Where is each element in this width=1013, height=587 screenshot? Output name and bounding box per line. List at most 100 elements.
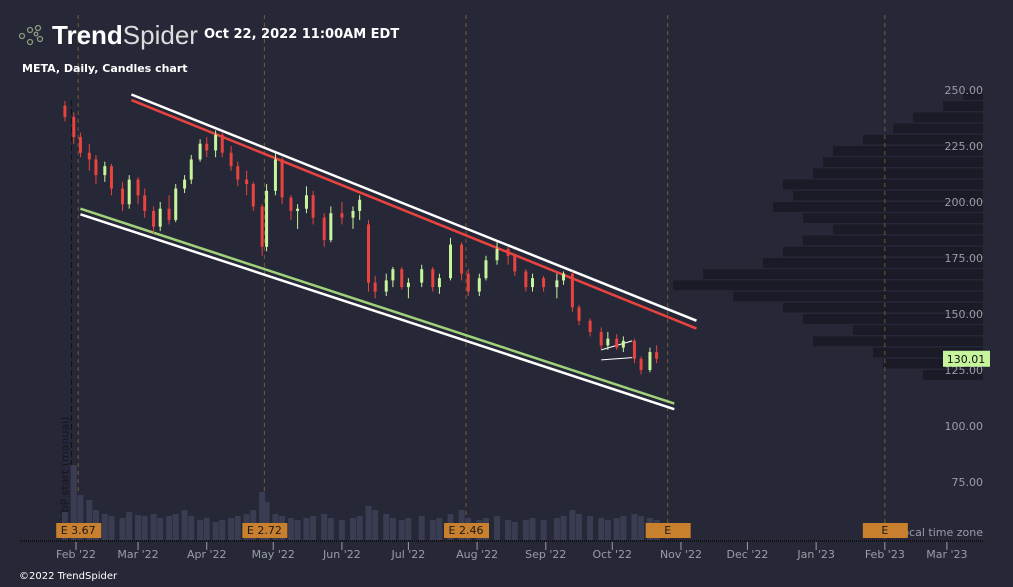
- volume-profile-bar: [783, 179, 983, 190]
- volume-profile-bar: [783, 302, 983, 313]
- volume-bar: [365, 506, 372, 540]
- volume-bar: [418, 516, 425, 540]
- candle-body: [251, 184, 255, 207]
- y-tick-label: 175.00: [945, 252, 984, 265]
- candle-body: [340, 213, 344, 218]
- y-tick-label: 200.00: [945, 196, 984, 209]
- volume-bar: [203, 518, 210, 540]
- candle-body: [542, 278, 546, 288]
- volume-bar: [587, 516, 594, 540]
- candle-body: [406, 282, 410, 288]
- candle-body: [136, 179, 140, 196]
- volume-bar: [383, 514, 390, 540]
- candle-body: [103, 166, 107, 176]
- candle-body: [530, 278, 534, 288]
- x-tick-label: Apr '22: [187, 548, 227, 561]
- candle-body: [599, 331, 603, 346]
- candle-body: [273, 159, 277, 191]
- volume-profile-bar: [923, 370, 983, 380]
- volume-profile-bar: [873, 347, 983, 358]
- volume-bar: [553, 518, 560, 540]
- earnings-badge[interactable]: E: [862, 523, 908, 538]
- volume-profile-bar: [673, 280, 983, 291]
- candle-body: [198, 143, 202, 160]
- volume-bar: [511, 522, 518, 540]
- earnings-badge-label: E 2.72: [247, 524, 282, 537]
- volume-bar: [598, 518, 605, 540]
- volume-bar: [372, 510, 379, 540]
- candle-body: [205, 143, 209, 151]
- candle-body: [524, 271, 528, 288]
- candle-body: [420, 269, 424, 283]
- candle-body: [588, 320, 592, 332]
- candle-body: [158, 208, 162, 227]
- volume-bar: [126, 512, 133, 540]
- volume-profile-bar: [943, 101, 983, 111]
- candle-body: [220, 134, 224, 153]
- candle-body: [484, 260, 488, 279]
- x-tick-label: Oct '22: [592, 548, 632, 561]
- volume-bar: [631, 514, 638, 540]
- candle-body: [304, 195, 308, 209]
- candle-body: [311, 195, 315, 218]
- earnings-badge[interactable]: E 3.67: [56, 523, 102, 538]
- candle-body: [260, 206, 264, 247]
- candle-body: [606, 338, 610, 346]
- volume-bar: [638, 516, 645, 540]
- candle-body: [127, 179, 131, 205]
- x-tick-label: Dec '22: [727, 548, 769, 561]
- candle-body: [63, 105, 67, 117]
- last-price-label: 130.01: [947, 353, 986, 366]
- earnings-badge[interactable]: E 2.46: [444, 523, 490, 538]
- volume-bar: [263, 502, 270, 540]
- trendline-lower-support: [80, 207, 675, 405]
- brand-light: Spider: [122, 20, 198, 50]
- earnings-badge[interactable]: E 2.72: [242, 523, 288, 538]
- candle-body: [639, 358, 643, 370]
- chart-title: META, Daily, Candles chart: [22, 62, 188, 75]
- last-price-badge: [943, 350, 990, 367]
- volume-bar: [77, 495, 84, 540]
- candle-body: [555, 280, 559, 288]
- trendline-upper-outline: [130, 93, 697, 322]
- candle-body: [229, 152, 233, 167]
- volume-bar: [212, 522, 219, 540]
- candle-body: [94, 159, 98, 176]
- volume-bar: [86, 500, 93, 540]
- volume-profile-bar: [793, 190, 983, 201]
- copyright: ©2022 TrendSpider: [19, 571, 118, 582]
- candle-body: [400, 269, 404, 288]
- candle-body: [437, 278, 441, 288]
- volume-bar: [181, 510, 188, 540]
- volume-bar: [228, 518, 235, 540]
- volume-profile-bar: [703, 269, 983, 279]
- candle-body: [245, 179, 249, 185]
- candle-body: [431, 269, 435, 288]
- earnings-badge[interactable]: E: [645, 523, 691, 538]
- candle-body: [78, 137, 82, 153]
- y-tick-label: 125.00: [945, 364, 984, 377]
- volume-profile-bar: [733, 291, 983, 302]
- earnings-badge-bg: [645, 523, 691, 538]
- volume-bar: [172, 514, 179, 540]
- volume-profile-bar: [853, 325, 983, 335]
- candle-body: [296, 208, 300, 211]
- volume-bar: [604, 520, 611, 540]
- candle-body: [214, 134, 218, 151]
- candle-body: [167, 208, 171, 220]
- volume-bar: [101, 514, 108, 540]
- volume-bar: [398, 520, 405, 540]
- volume-profile-bar: [763, 258, 983, 268]
- earnings-badge-label: E: [881, 524, 888, 537]
- volume-bar: [494, 516, 501, 540]
- candle-body: [329, 213, 333, 241]
- x-tick-label: May '22: [252, 548, 295, 561]
- volume-bar: [234, 516, 241, 540]
- earnings-badge-bg: [862, 523, 908, 538]
- volume-profile-bar: [803, 314, 983, 324]
- chart-datetime: Oct 22, 2022 11:00AM EDT: [204, 27, 400, 42]
- volume-profile-bar: [883, 358, 983, 369]
- brand-bold: Trend: [52, 20, 123, 50]
- candle-body: [351, 210, 355, 218]
